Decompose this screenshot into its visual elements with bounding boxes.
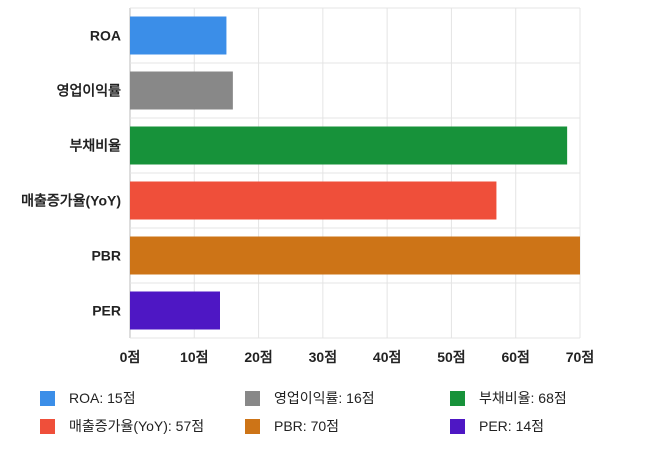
legend-swatch <box>245 390 260 406</box>
legend-swatch <box>450 418 465 434</box>
tick-label: 20점 <box>244 349 272 365</box>
tick-label: 30점 <box>309 349 337 365</box>
bar <box>130 16 227 55</box>
legend-label: 매출증가율(YoY): 57점 <box>69 418 205 434</box>
legend-item: PBR: 70점 <box>245 416 450 436</box>
legend-label: 영업이익률: 16점 <box>274 390 375 406</box>
bar <box>130 236 580 275</box>
tick-label: 50점 <box>437 349 465 365</box>
category-label: 영업이익률 <box>57 83 122 99</box>
legend-swatch <box>450 390 465 406</box>
category-label: PER <box>92 303 121 319</box>
legend-swatch <box>40 390 55 406</box>
bar <box>130 181 497 220</box>
category-label: 부채비율 <box>69 138 121 154</box>
tick-label: 60점 <box>501 349 529 365</box>
tick-label: 70점 <box>566 349 594 365</box>
legend-item: ROA: 15점 <box>40 388 245 408</box>
legend-item: 영업이익률: 16점 <box>245 388 450 408</box>
legend-item: 부채비율: 68점 <box>450 388 640 408</box>
legend-item: PER: 14점 <box>450 416 640 436</box>
bar <box>130 126 568 165</box>
tick-label: 0점 <box>120 349 141 365</box>
bar <box>130 71 233 110</box>
legend-item: 매출증가율(YoY): 57점 <box>40 416 245 436</box>
bar <box>130 291 220 330</box>
tick-label: 10점 <box>180 349 208 365</box>
tick-labels: 0점 10점 20점 30점 40점 50점 60점 70점 <box>120 349 595 365</box>
legend-label: ROA: 15점 <box>69 390 136 406</box>
legend-swatch <box>40 418 55 434</box>
category-label: 매출증가율(YoY) <box>21 193 121 209</box>
legend-label: PER: 14점 <box>479 418 545 434</box>
legend-label: PBR: 70점 <box>274 418 340 434</box>
legend-label: 부채비율: 68점 <box>479 390 567 406</box>
category-label: ROA <box>90 28 121 44</box>
bars <box>130 16 580 330</box>
category-label: PBR <box>91 248 121 264</box>
tick-label: 40점 <box>373 349 401 365</box>
grid-lines <box>129 7 581 339</box>
legend-swatch <box>245 418 260 434</box>
